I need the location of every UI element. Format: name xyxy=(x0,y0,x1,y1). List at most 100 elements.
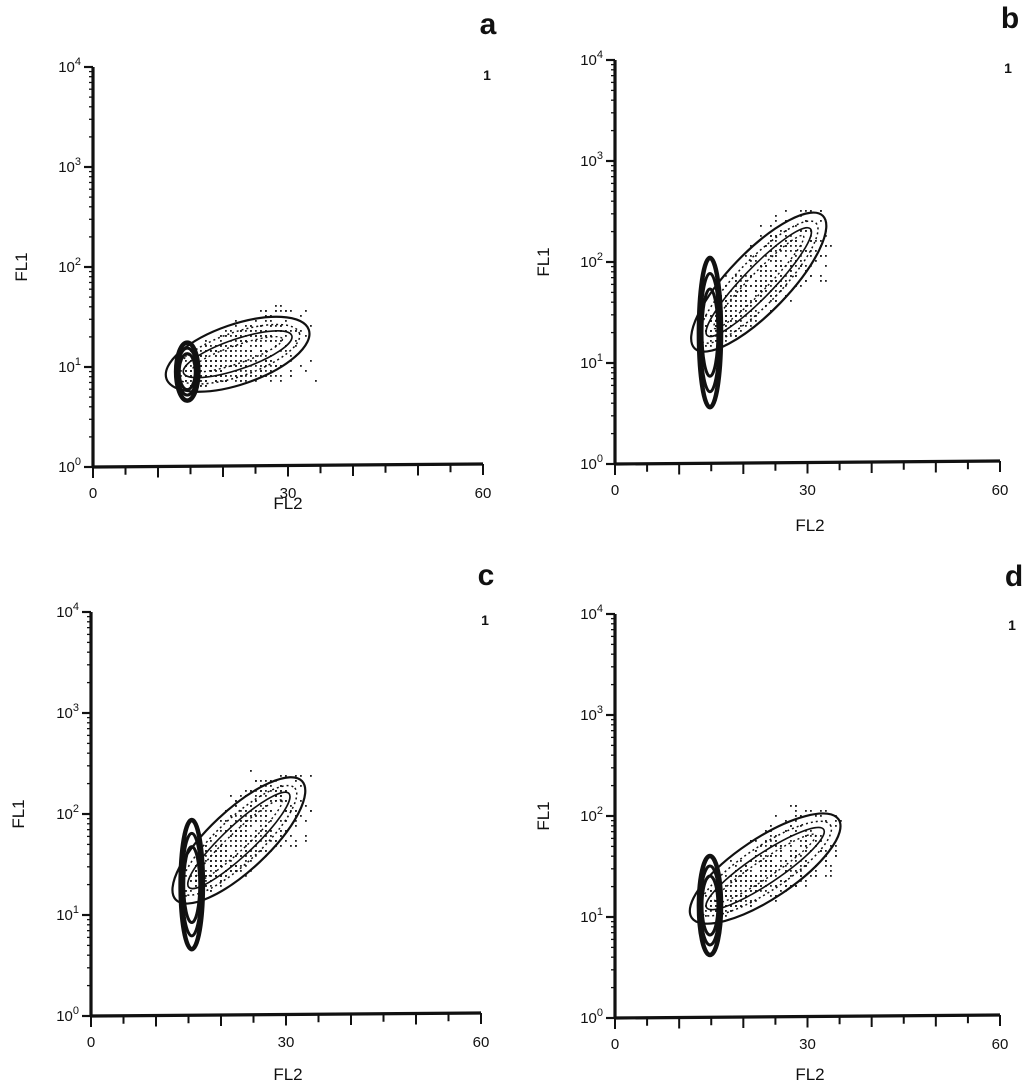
scatter-dot xyxy=(235,800,237,802)
scatter-dot xyxy=(220,340,222,342)
scatter-dot xyxy=(280,340,282,342)
contour-line xyxy=(698,220,819,344)
contour-line xyxy=(171,776,307,905)
scatter-dot xyxy=(760,885,762,887)
y-tick-label: 102 xyxy=(58,256,81,276)
scatter-dot xyxy=(300,785,302,787)
scatter-dot xyxy=(780,890,782,892)
scatter-dot xyxy=(260,805,262,807)
scatter-dot xyxy=(785,245,787,247)
scatter-dot xyxy=(735,300,737,302)
scatter-dot xyxy=(205,345,207,347)
scatter-dot xyxy=(210,860,212,862)
scatter-dot xyxy=(240,355,242,357)
scatter-dot xyxy=(775,300,777,302)
core-contour xyxy=(173,340,201,403)
scatter-dot xyxy=(755,875,757,877)
scatter-dot xyxy=(190,370,192,372)
scatter-dot xyxy=(245,840,247,842)
scatter-dot xyxy=(730,890,732,892)
scatter-dot xyxy=(825,255,827,257)
scatter-dot xyxy=(230,815,232,817)
scatter-dot xyxy=(725,305,727,307)
scatter-dot xyxy=(775,875,777,877)
scatter-dot xyxy=(225,845,227,847)
scatter-dot xyxy=(800,865,802,867)
scatter-dot xyxy=(770,255,772,257)
scatter-dot xyxy=(740,310,742,312)
scatter-dot xyxy=(210,865,212,867)
scatter-dot xyxy=(800,855,802,857)
scatter-dot xyxy=(235,845,237,847)
scatter-dot xyxy=(725,320,727,322)
scatter-dot xyxy=(245,830,247,832)
panel-c: 100 101 102 103 104 0 30 60 FL2 FL1 c 1 xyxy=(9,559,494,1084)
scatter-dot xyxy=(250,855,252,857)
scatter-dot xyxy=(290,330,292,332)
scatter-dot xyxy=(245,850,247,852)
scatter-dot xyxy=(250,330,252,332)
scatter-dot xyxy=(730,305,732,307)
core-contour xyxy=(176,346,199,397)
scatter-dot xyxy=(230,825,232,827)
scatter-dot xyxy=(250,770,252,772)
scatter-dot xyxy=(210,365,212,367)
scatter-dot xyxy=(725,915,727,917)
corner-marker: 1 xyxy=(481,612,489,628)
scatter-dot xyxy=(710,330,712,332)
scatter-dot xyxy=(290,355,292,357)
contour-line xyxy=(192,335,284,373)
scatter-dot xyxy=(205,375,207,377)
scatter-dot xyxy=(740,325,742,327)
scatter-dot xyxy=(795,870,797,872)
scatter-dot xyxy=(290,375,292,377)
scatter-dot xyxy=(795,850,797,852)
scatter-dot xyxy=(760,295,762,297)
scatter-dot xyxy=(820,210,822,212)
x-tick-label: 0 xyxy=(89,485,97,502)
scatter-dot xyxy=(820,810,822,812)
scatter-dot xyxy=(235,865,237,867)
scatter-dot xyxy=(780,275,782,277)
scatter-dot xyxy=(235,850,237,852)
scatter-dot xyxy=(790,805,792,807)
scatter-dot xyxy=(805,280,807,282)
scatter-dot xyxy=(735,305,737,307)
scatter-dot xyxy=(765,855,767,857)
scatter-dot xyxy=(210,870,212,872)
scatter-dot xyxy=(730,910,732,912)
scatter-dot xyxy=(780,850,782,852)
scatter-dot xyxy=(785,830,787,832)
scatter-dot xyxy=(770,825,772,827)
scatter-dot xyxy=(740,875,742,877)
scatter-dot xyxy=(220,850,222,852)
scatter-dot xyxy=(780,290,782,292)
scatter-dot xyxy=(735,330,737,332)
scatter-dot xyxy=(785,230,787,232)
scatter-dot xyxy=(785,880,787,882)
scatter-dot xyxy=(800,825,802,827)
scatter-dot xyxy=(255,840,257,842)
scatter-dot xyxy=(200,350,202,352)
scatter-dot xyxy=(800,260,802,262)
scatter-dot xyxy=(240,865,242,867)
scatter-dot xyxy=(805,840,807,842)
scatter-dot xyxy=(730,885,732,887)
scatter-dot xyxy=(265,840,267,842)
scatter-dot xyxy=(245,340,247,342)
scatter-dot xyxy=(770,885,772,887)
scatter-dot xyxy=(775,260,777,262)
scatter-dots xyxy=(700,210,832,347)
scatter-dot xyxy=(745,875,747,877)
scatter-dot xyxy=(750,300,752,302)
scatter-dot xyxy=(275,365,277,367)
scatter-dot xyxy=(240,340,242,342)
scatter-dot xyxy=(835,845,837,847)
scatter-dot xyxy=(775,855,777,857)
y-axis-title: FL1 xyxy=(534,801,553,830)
scatter-dot xyxy=(775,900,777,902)
scatter-dot xyxy=(210,850,212,852)
scatter-dot xyxy=(300,815,302,817)
scatter-dot xyxy=(815,260,817,262)
scatter-dot xyxy=(290,835,292,837)
